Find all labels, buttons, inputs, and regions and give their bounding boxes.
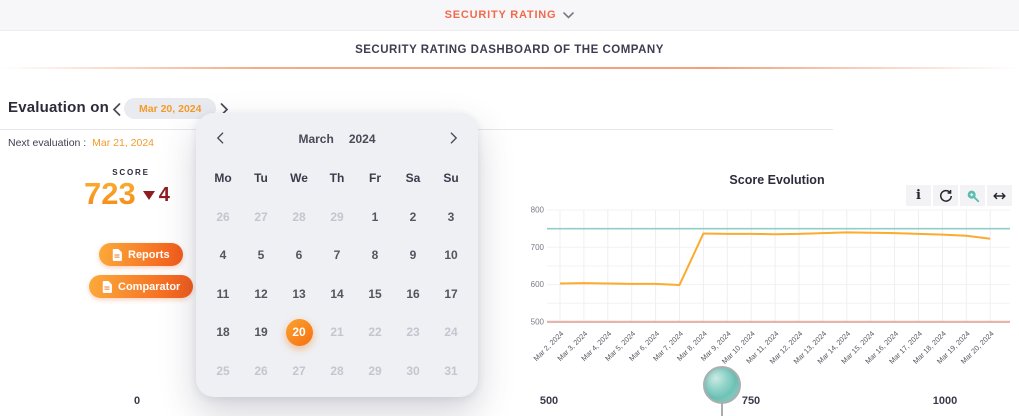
svg-text:700: 700 [531,243,545,252]
calendar-day: 30 [406,363,420,378]
gauge-tick: 0 [133,395,141,407]
info-icon: i [916,188,921,203]
page-title: SECURITY RATING DASHBOARD OF THE COMPANY [355,44,664,56]
next-evaluation-label: Next evaluation : [8,137,87,149]
calendar-day: 28 [292,209,306,224]
calendar-day[interactable]: 9 [409,248,417,262]
calendar-day[interactable]: 8 [371,248,379,262]
score-value: 723 [84,176,136,211]
calendar-day: 24 [444,325,458,339]
calendar-year: 2024 [348,132,376,146]
calendar-day[interactable]: 18 [216,325,230,339]
pan-button[interactable] [987,185,1012,206]
horizontal-arrows-icon [993,192,1006,199]
calendar-header: March 2024 [214,127,460,151]
calendar-day[interactable]: 12 [254,286,268,301]
score-label: SCORE [112,168,150,177]
calendar-day[interactable]: 1 [371,209,379,224]
score-delta: 4 [142,184,170,206]
calendar-day: 23 [406,325,420,339]
calendar-day: 25 [216,363,230,378]
calendar-weekday: Su [443,171,459,185]
document-icon [102,280,112,293]
zoom-in-button[interactable] [960,185,985,206]
chevron-down-icon [563,11,575,19]
title-divider [0,67,1019,69]
svg-text:600: 600 [531,280,545,289]
calendar-next-month-button[interactable] [448,130,460,149]
reports-button[interactable]: Reports [99,243,183,266]
topbar-title: SECURITY RATING [444,9,557,21]
calendar-day[interactable]: 6 [295,248,303,262]
next-evaluation-date: Mar 21, 2024 [92,137,155,149]
calendar-weekday: Sa [405,171,421,185]
calendar-day[interactable]: 4 [219,248,227,262]
security-rating-menu[interactable]: SECURITY RATING [445,9,575,21]
reports-button-label: Reports [128,248,170,261]
calendar-day: 26 [216,209,230,224]
comparator-button-label: Comparator [118,280,181,293]
chart-toolbar: i [906,185,1012,206]
calendar-day[interactable]: 10 [444,248,458,262]
calendar-day: 29 [368,363,382,378]
calendar-day[interactable]: 11 [216,286,230,301]
calendar-day[interactable]: 7 [333,248,341,262]
calendar-popup: March 2024 Mo Tu We Th Fr Sa Su 26 27 28 29 1 2 3 4 5 6 7… [196,113,478,397]
calendar-day[interactable]: 17 [444,286,458,301]
calendar-day[interactable]: 16 [406,286,420,301]
calendar-day[interactable]: 14 [330,286,344,301]
calendar-day: 29 [330,209,344,224]
refresh-button[interactable] [933,185,958,206]
calendar-day: 21 [330,325,344,339]
document-icon [112,248,122,261]
calendar-day[interactable]: 15 [368,286,382,301]
calendar-title: March 2024 [298,132,375,146]
info-button[interactable]: i [906,185,931,206]
prev-date-button[interactable] [110,101,123,121]
calendar-day[interactable]: 13 [292,286,306,301]
score-delta-value: 4 [158,184,170,206]
calendar-day[interactable]: 2 [409,209,417,224]
next-evaluation: Next evaluation : Mar 21, 2024 [8,137,154,149]
calendar-weekday: Mo [214,171,232,185]
svg-text:800: 800 [531,206,545,215]
calendar-prev-month-button[interactable] [214,130,226,149]
selected-date-pill[interactable]: Mar 20, 2024 [124,98,217,119]
calendar-day[interactable]: 19 [254,325,268,339]
calendar-day: 31 [444,363,458,378]
calendar-day: 27 [254,209,268,224]
calendar-weekday: We [290,171,308,185]
refresh-icon [939,189,952,202]
calendar-month: March [298,132,334,146]
calendar-day: 22 [368,325,382,339]
chart-title: Score Evolution [729,173,825,187]
calendar-day: 28 [330,363,344,378]
gauge-tick: 1000 [932,395,958,407]
score-display: 723 4 [84,178,170,209]
evaluation-heading: Evaluation on [8,99,109,116]
magnifier-icon [967,190,979,202]
trend-down-icon [142,190,155,200]
chevron-left-icon [112,103,121,116]
score-marker-bubble[interactable] [703,366,741,404]
calendar-day: 26 [254,363,268,378]
comparator-button[interactable]: Comparator [89,275,194,298]
chevron-left-icon [216,131,224,144]
chevron-right-icon [450,131,458,144]
calendar-day[interactable]: 5 [257,248,265,262]
calendar-weekday: Th [329,171,345,185]
topbar: SECURITY RATING [0,0,1019,31]
calendar-weekday: Tu [254,171,268,185]
calendar-day: 27 [292,363,306,378]
gauge-tick: 750 [741,395,761,407]
calendar-weekday: Fr [369,171,381,185]
calendar-day[interactable]: 20 [285,318,313,346]
score-marker-stem [721,403,723,416]
calendar-day[interactable]: 3 [447,209,455,224]
svg-text:500: 500 [531,317,545,326]
calendar-grid: Mo Tu We Th Fr Sa Su 26 27 28 29 1 2 3 4 5 6 7 8 9 10 11 12 13 1… [204,165,470,384]
gauge-tick: 500 [539,395,559,407]
